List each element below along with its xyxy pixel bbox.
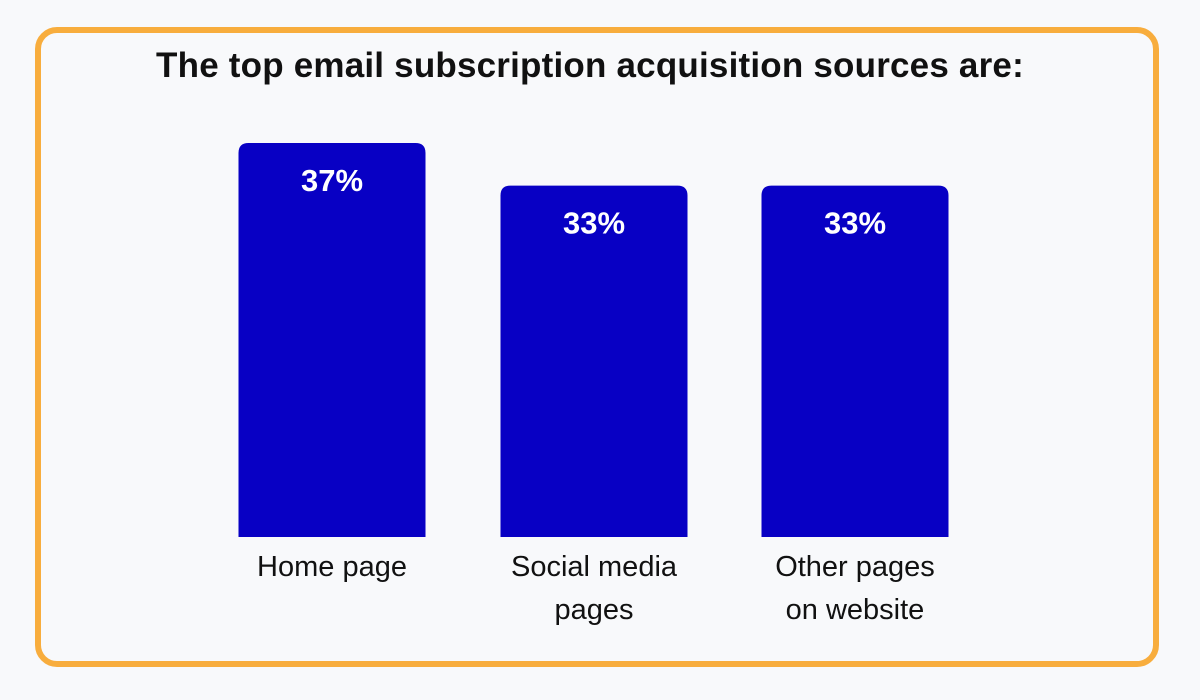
bar-3 [761,185,949,537]
bar-1 [238,143,426,537]
category-label-1-line-1: Home page [257,551,407,583]
category-label-2-line-1: Social media [511,551,678,583]
bar-value-label-1: 37% [301,163,363,198]
category-label-3-line-2: on website [786,594,925,626]
bar-2 [500,185,688,537]
bar-value-label-3: 33% [824,206,886,241]
category-label-2-line-2: pages [554,594,633,626]
category-label-3-line-1: Other pages [775,551,935,583]
chart-title: The top email subscription acquisition s… [156,46,1024,85]
bar-value-label-2: 33% [563,206,625,241]
